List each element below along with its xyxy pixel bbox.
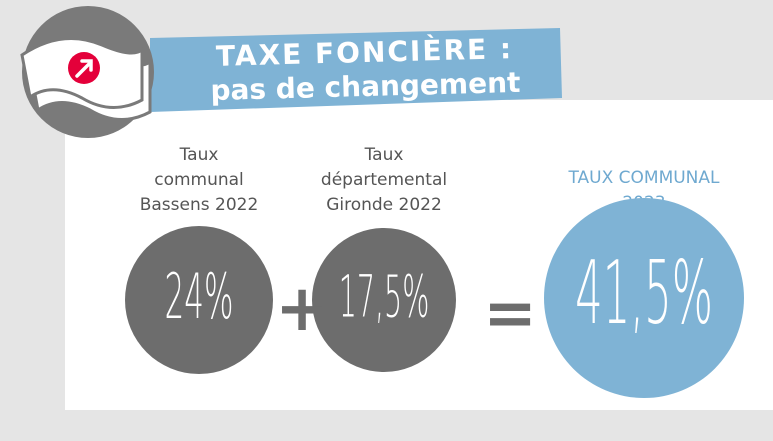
item-value: 24% bbox=[165, 260, 234, 333]
item-label: TAUX COMMUNAL bbox=[567, 168, 720, 188]
value-circle bbox=[125, 226, 273, 374]
item-label: Taux bbox=[179, 145, 219, 165]
item-value: 17,5% bbox=[339, 263, 430, 330]
operator: = bbox=[483, 277, 537, 351]
title-banner bbox=[150, 28, 562, 112]
title-line-2: pas de changement bbox=[210, 66, 521, 107]
item-label: Taux bbox=[364, 145, 404, 165]
item-value: 41,5% bbox=[575, 243, 713, 344]
value-circle bbox=[312, 228, 456, 372]
item-label: Bassens 2022 bbox=[140, 195, 259, 215]
operator: + bbox=[275, 272, 329, 346]
icon bbox=[20, 6, 154, 138]
item-label: communal bbox=[154, 170, 244, 190]
item-label: départemental bbox=[321, 170, 447, 190]
item-label: Gironde 2022 bbox=[326, 195, 442, 215]
title-line-1: TAXE FONCIÈRE : bbox=[216, 31, 514, 73]
value-circle bbox=[544, 198, 744, 398]
